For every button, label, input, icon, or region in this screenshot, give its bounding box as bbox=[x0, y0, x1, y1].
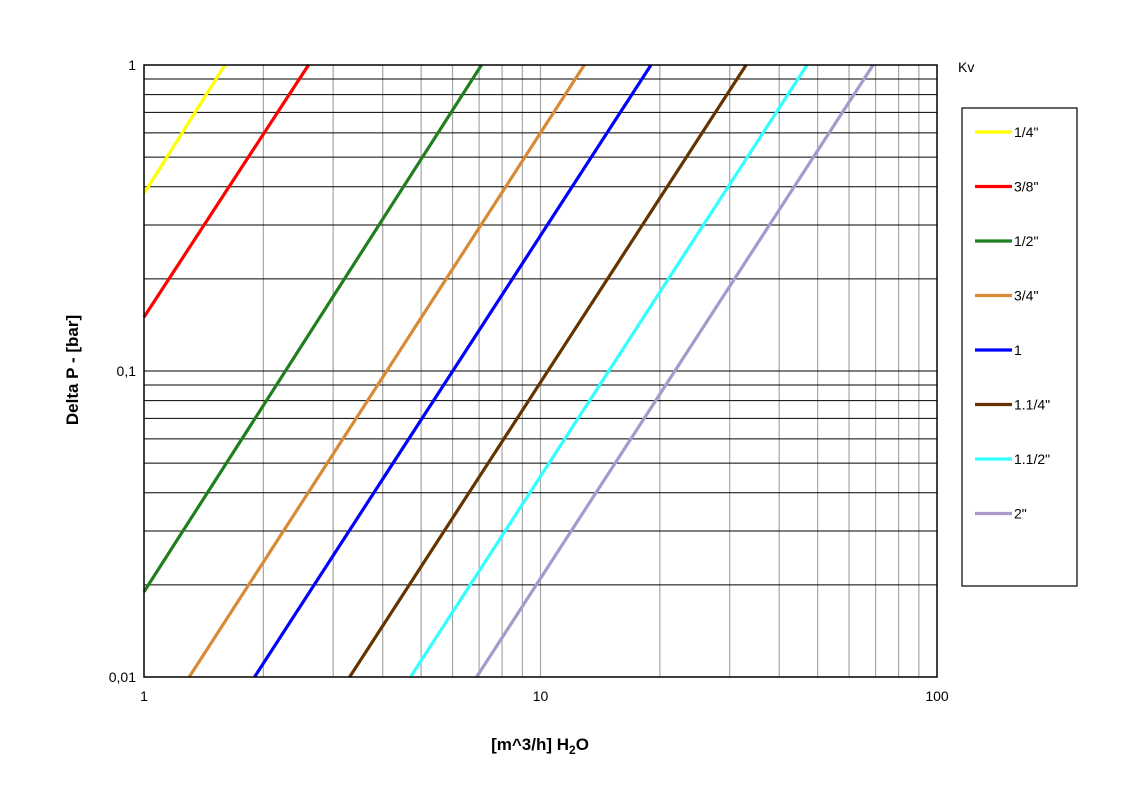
legend-entry: 3/8" bbox=[1014, 179, 1038, 195]
legend-title: Kv bbox=[958, 59, 974, 75]
x-axis-label-main: [m^3/h] H bbox=[491, 735, 569, 754]
y-tick-label: 0,01 bbox=[109, 669, 136, 685]
legend-entry: 2" bbox=[1014, 506, 1027, 522]
series-line-7 bbox=[475, 64, 875, 678]
x-tick-label: 100 bbox=[925, 688, 949, 704]
x-axis-label-tail: O bbox=[576, 735, 589, 754]
series-line-3 bbox=[187, 64, 586, 678]
legend-entry: 1 bbox=[1014, 342, 1022, 358]
series-line-2 bbox=[142, 64, 483, 593]
legend: 1/4" 3/8" 1/2" 3/4" 1 1.1/4" 1.1/2" 2" bbox=[975, 124, 1050, 522]
x-axis-label-subscript: 2 bbox=[569, 743, 576, 757]
x-tick-label: 10 bbox=[533, 688, 549, 704]
legend-entry: 1.1/2" bbox=[1014, 451, 1050, 467]
series-line-6 bbox=[409, 64, 809, 678]
tick-labels: 1 10 100 0,01 0,1 1 bbox=[109, 57, 949, 704]
series-layer bbox=[142, 64, 875, 678]
series-line-1 bbox=[142, 64, 310, 318]
series-line-5 bbox=[348, 64, 748, 678]
y-tick-label: 1 bbox=[128, 57, 136, 73]
y-axis-label: Delta P - [bar] bbox=[63, 315, 82, 425]
y-tick-label: 0,1 bbox=[117, 363, 137, 379]
series-line-4 bbox=[253, 64, 653, 678]
legend-entry: 1/4" bbox=[1014, 124, 1038, 140]
legend-entry: 3/4" bbox=[1014, 288, 1038, 304]
x-tick-label: 1 bbox=[140, 688, 148, 704]
series-line-0 bbox=[142, 64, 227, 195]
grid bbox=[144, 65, 937, 677]
legend-entry: 1/2" bbox=[1014, 233, 1038, 249]
legend-entry: 1.1/4" bbox=[1014, 397, 1050, 413]
plot-frame bbox=[143, 64, 938, 678]
x-axis-label: [m^3/h] H2O bbox=[491, 735, 589, 757]
